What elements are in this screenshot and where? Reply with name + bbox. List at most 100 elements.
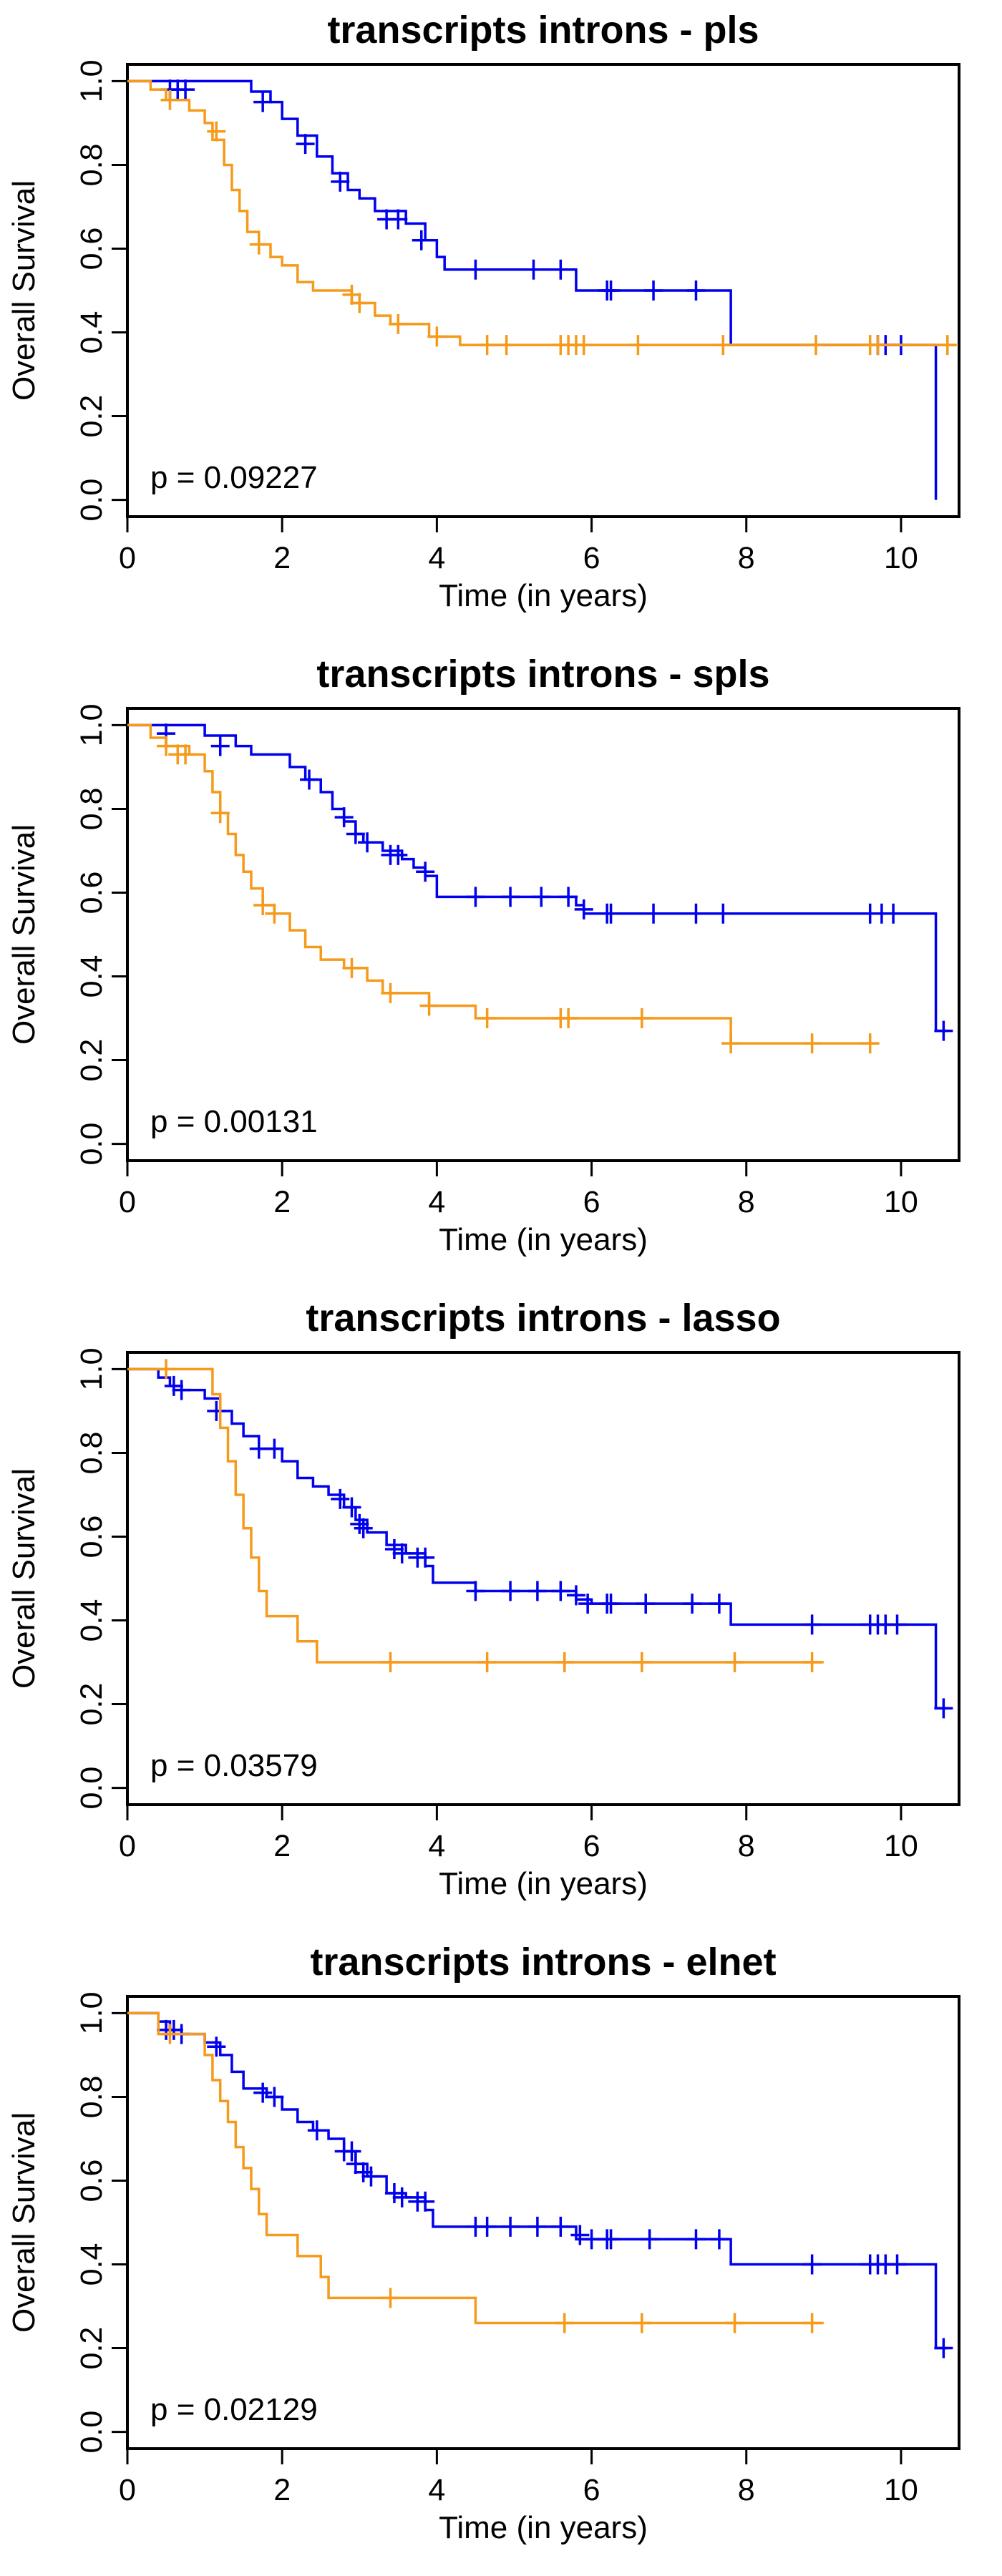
censor-mark-orange [477, 1652, 497, 1673]
censor-mark-blue [354, 2162, 373, 2182]
plot-frame [126, 707, 960, 1162]
censor-mark-blue [350, 1513, 369, 1534]
censor-mark-orange [574, 335, 593, 356]
x-tick-label: 0 [119, 1185, 136, 1219]
x-tick-label: 6 [583, 541, 600, 575]
censor-mark-blue [358, 832, 377, 853]
censor-mark-blue [164, 2019, 183, 2040]
censor-mark-blue [686, 903, 706, 924]
y-tick-label: 1.0 [74, 704, 109, 747]
censor-mark-orange [253, 895, 273, 916]
survival-curve-orange [127, 1367, 824, 1664]
censor-mark-blue [570, 2225, 590, 2245]
x-tick-label: 10 [884, 541, 918, 575]
y-tick-label: 0.0 [74, 2411, 109, 2454]
censor-mark-orange [802, 1033, 822, 1054]
censor-mark-orange [802, 2313, 822, 2333]
km-panel-4: transcripts introns - elnet 0.0 0.2 0.4 0.6 0… [6, 1941, 960, 2545]
x-tick-label: 2 [273, 1185, 291, 1219]
censor-mark-blue [176, 79, 195, 100]
censor-mark-blue [714, 903, 733, 924]
censor-mark-blue [265, 1438, 284, 1459]
km-panel-3: transcripts introns - lasso 0.0 0.2 0.4 0.6 0… [6, 1297, 960, 1901]
x-axis-label: Time (in years) [439, 578, 648, 613]
censor-mark-orange [721, 1033, 741, 1054]
censor-mark-blue [524, 259, 543, 280]
x-tick-label: 6 [583, 2473, 600, 2507]
y-tick-label: 0.6 [74, 2160, 109, 2202]
censor-mark-orange [555, 1652, 574, 1673]
censor-mark-blue [601, 1594, 621, 1614]
y-tick-label: 0.4 [74, 1599, 109, 1642]
x-tick-label: 8 [738, 1829, 755, 1863]
x-axis-label: Time (in years) [439, 1222, 648, 1257]
censor-mark-orange [868, 335, 887, 356]
x-axis-label: Time (in years) [439, 1866, 648, 1901]
censor-mark-blue [466, 259, 485, 280]
x-tick-label: 10 [884, 1829, 918, 1863]
censor-mark-blue [331, 1488, 350, 1509]
censor-mark-orange [559, 1008, 578, 1029]
y-tick-label: 0.0 [74, 1123, 109, 1166]
censor-mark-blue [559, 887, 578, 907]
censor-mark-blue [342, 1497, 361, 1518]
censor-mark-blue [601, 280, 621, 301]
panel-title: transcripts introns - lasso [306, 1297, 780, 1340]
censor-mark-orange [157, 736, 176, 756]
y-tick-label: 0.8 [74, 1432, 109, 1475]
x-axis-label: Time (in years) [439, 2510, 648, 2545]
censor-mark-blue [802, 1614, 822, 1635]
censor-mark-orange [381, 982, 400, 1003]
y-tick-label: 0.8 [74, 788, 109, 831]
censor-mark-orange [176, 744, 195, 765]
p-value-annotation: p = 0.09227 [150, 460, 318, 495]
y-tick-label: 0.0 [74, 479, 109, 522]
censor-mark-blue [644, 903, 663, 924]
censor-mark-blue [934, 1020, 953, 1041]
km-panel-2: transcripts introns - spls 0.0 0.2 0.4 0.6 0.… [6, 653, 960, 1257]
censor-mark-orange [389, 313, 408, 334]
censor-mark-blue [574, 899, 593, 919]
censor-mark-blue [887, 2254, 907, 2275]
censor-mark-blue [601, 2229, 621, 2250]
censor-mark-blue [253, 92, 273, 112]
censor-mark-orange [632, 1008, 651, 1029]
y-tick-label: 0.8 [74, 144, 109, 187]
censor-mark-blue [307, 2120, 326, 2141]
y-tick-label: 0.2 [74, 395, 109, 438]
censor-mark-orange [725, 2313, 744, 2333]
censor-mark-blue [354, 1518, 373, 1538]
censor-mark-blue [501, 2216, 520, 2237]
x-tick-label: 10 [884, 2473, 918, 2507]
x-tick-label: 6 [583, 1185, 600, 1219]
y-tick-label: 0.6 [74, 228, 109, 270]
censor-mark-blue [551, 1581, 570, 1601]
censor-mark-orange [714, 335, 733, 356]
censor-mark-orange [350, 293, 369, 313]
y-axis-label: Overall Survival [6, 2112, 42, 2333]
censor-mark-orange [725, 1652, 744, 1673]
plot-frame [126, 1351, 960, 1806]
censor-mark-blue [412, 230, 431, 250]
censor-mark-blue [361, 2166, 381, 2187]
censor-mark-blue [466, 1581, 485, 1601]
y-tick-label: 0.4 [74, 2243, 109, 2286]
survival-curve-orange [127, 79, 955, 346]
censor-mark-orange [381, 1652, 400, 1673]
censor-mark-blue [527, 1581, 547, 1601]
censor-mark-orange [157, 1359, 176, 1380]
censor-mark-orange [632, 2313, 651, 2333]
censor-mark-blue [686, 2229, 706, 2250]
censor-mark-blue [384, 1539, 404, 1560]
censor-mark-blue [389, 844, 408, 865]
censor-mark-blue [934, 2338, 953, 2358]
survival-curve-orange [127, 2011, 824, 2325]
censor-mark-blue [172, 1380, 191, 1400]
censor-mark-blue [342, 2141, 361, 2162]
censor-mark-blue [253, 2082, 273, 2103]
censor-mark-blue [164, 1375, 183, 1396]
censor-mark-blue [207, 1400, 226, 1421]
censor-mark-blue [640, 2229, 659, 2250]
censor-mark-orange [497, 335, 516, 356]
km-panel-1: transcripts introns - pls 0.0 0.2 0.4 0.6 0.8… [6, 9, 960, 613]
